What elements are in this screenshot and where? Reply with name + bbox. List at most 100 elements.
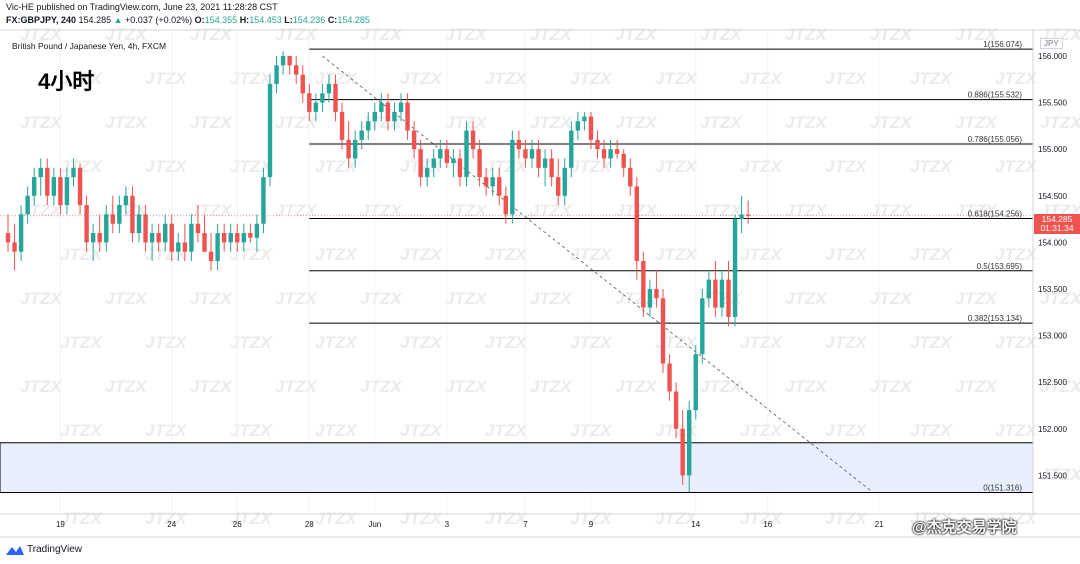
candle-body bbox=[470, 130, 476, 150]
fib-label: 0.886(155.532) bbox=[968, 91, 1023, 100]
watermark-text: JTZX bbox=[485, 245, 528, 264]
candle-body bbox=[117, 205, 122, 224]
watermark-text: JTZX bbox=[230, 333, 273, 352]
candle-body bbox=[706, 279, 712, 299]
watermark-text: JTZX bbox=[230, 421, 273, 440]
candle-body bbox=[418, 149, 423, 178]
candle-body bbox=[176, 242, 181, 252]
candle-body bbox=[189, 223, 194, 252]
candle-body bbox=[739, 214, 744, 220]
candle-body bbox=[241, 233, 246, 243]
watermark-text: JTZX bbox=[315, 157, 358, 176]
candle-body bbox=[326, 83, 332, 94]
candle-body bbox=[202, 233, 207, 252]
watermark-text: JTZX bbox=[20, 289, 63, 308]
watermark-text: JTZX bbox=[20, 201, 63, 220]
currency-label[interactable]: JPY bbox=[1040, 38, 1063, 49]
candle-body bbox=[123, 195, 129, 206]
watermark-text: JTZX bbox=[275, 25, 318, 44]
fib-label: 0.5(153.695) bbox=[977, 262, 1023, 271]
watermark-text: JTZX bbox=[315, 245, 358, 264]
candle-body bbox=[379, 102, 384, 112]
watermark-text: JTZX bbox=[740, 333, 783, 352]
candle-body bbox=[510, 139, 515, 215]
symbol: FX:GBPJPY, 240 bbox=[6, 15, 77, 25]
watermark-text: JTZX bbox=[230, 157, 273, 176]
candle-body bbox=[608, 149, 613, 159]
time-tick-label: 28 bbox=[305, 520, 314, 529]
watermark-text: JTZX bbox=[740, 509, 783, 528]
watermark-text: JTZX bbox=[190, 201, 233, 220]
watermark-text: JTZX bbox=[785, 113, 828, 132]
time-tick-label: 21 bbox=[875, 520, 884, 529]
watermark-text: JTZX bbox=[315, 421, 358, 440]
open-value: 154.355 bbox=[204, 15, 238, 25]
candle-body bbox=[228, 233, 233, 243]
watermark-text: JTZX bbox=[740, 157, 783, 176]
watermark-text: JTZX bbox=[20, 113, 63, 132]
watermark-text: JTZX bbox=[230, 69, 273, 88]
watermark-text: JTZX bbox=[105, 289, 148, 308]
candle-body bbox=[477, 149, 482, 178]
candle-body bbox=[267, 83, 273, 178]
watermark-text: JTZX bbox=[105, 113, 148, 132]
candle-body bbox=[614, 149, 620, 154]
candle-body bbox=[680, 428, 685, 476]
candle-body bbox=[438, 149, 443, 159]
time-tick-label: 16 bbox=[763, 520, 772, 529]
candle-body bbox=[647, 288, 653, 308]
time-tick-label: 24 bbox=[167, 520, 176, 529]
candle-body bbox=[621, 153, 626, 168]
time-tick-label: 9 bbox=[589, 520, 594, 529]
symbol-legend: FX:GBPJPY, 240 154.285 ▲ +0.037 (+0.02%)… bbox=[6, 15, 370, 25]
candle-body bbox=[339, 111, 345, 140]
price-tick-label: 153.500 bbox=[1038, 285, 1067, 294]
candle-body bbox=[208, 251, 214, 262]
watermark-text: JTZX bbox=[995, 69, 1038, 88]
watermark-text: JTZX bbox=[360, 377, 403, 396]
watermark-text: JTZX bbox=[995, 421, 1038, 440]
candle-body bbox=[425, 167, 430, 178]
tradingview-brand[interactable]: TradingView bbox=[6, 544, 82, 555]
watermark-text: JTZX bbox=[230, 245, 273, 264]
candle-body bbox=[143, 214, 148, 243]
watermark-text: JTZX bbox=[400, 245, 443, 264]
open-label: O: bbox=[194, 15, 205, 25]
watermark-text: JTZX bbox=[655, 69, 698, 88]
watermark-text: JTZX bbox=[60, 509, 103, 528]
candle-body bbox=[307, 93, 312, 112]
watermark-text: JTZX bbox=[315, 69, 358, 88]
candle-body bbox=[18, 214, 24, 252]
candle-body bbox=[64, 177, 70, 206]
candle-body bbox=[254, 223, 260, 238]
candle-body bbox=[732, 219, 738, 317]
candle-body bbox=[130, 195, 135, 234]
watermark-text: JTZX bbox=[910, 245, 953, 264]
watermark-text: JTZX bbox=[275, 113, 318, 132]
candle-body bbox=[628, 167, 633, 187]
price-tick-label: 156.000 bbox=[1038, 52, 1067, 61]
candle-body bbox=[45, 167, 50, 196]
fibonacci-levels: 1(156.074) 0.886(155.532) 0.786(155.056) 0.… bbox=[309, 40, 1033, 494]
watermark-text: JTZX bbox=[530, 201, 573, 220]
watermark-text: JTZX bbox=[145, 245, 188, 264]
watermark-text: JTZX bbox=[570, 157, 613, 176]
watermark-text: JTZX bbox=[485, 509, 528, 528]
watermark-text: JTZX bbox=[445, 289, 488, 308]
watermark-text: JTZX bbox=[485, 157, 528, 176]
candle-body bbox=[90, 233, 96, 243]
watermark-text: JTZX bbox=[700, 25, 743, 44]
watermark-text: JTZX bbox=[400, 333, 443, 352]
support-zone bbox=[0, 442, 1034, 494]
price-tick-label: 155.500 bbox=[1038, 99, 1067, 108]
candle-body bbox=[104, 214, 109, 243]
watermark-text: JTZX bbox=[145, 157, 188, 176]
candle-body bbox=[346, 139, 351, 159]
watermark-text: JTZX bbox=[190, 289, 233, 308]
watermark-text: JTZX bbox=[1040, 289, 1080, 308]
watermark-text: JTZX bbox=[785, 377, 828, 396]
fib-label: 0.382(153.134) bbox=[968, 314, 1023, 323]
watermark-text: JTZX bbox=[910, 333, 953, 352]
price-tick-label: 154.500 bbox=[1038, 192, 1067, 201]
watermark-text: JTZX bbox=[445, 377, 488, 396]
